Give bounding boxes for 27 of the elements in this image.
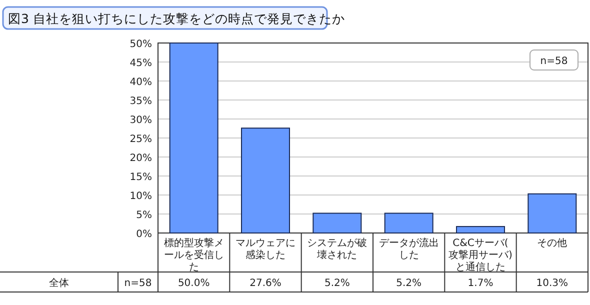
text: n=58 xyxy=(124,278,152,289)
y-tick-label: 45% xyxy=(130,58,152,69)
x-tick-label: システムが破壊された xyxy=(307,237,368,261)
x-tick-label: C&Cサーバ(攻撃用サーバ)と通信した xyxy=(448,238,513,273)
y-tick-label: 10% xyxy=(130,191,152,202)
y-tick-label: 50% xyxy=(130,39,152,50)
y-tick-label: 40% xyxy=(130,77,152,88)
annotation: n=58 xyxy=(540,56,568,67)
y-tick-label: 20% xyxy=(130,153,152,164)
y-tick-label: 25% xyxy=(130,134,152,145)
chart-title: 図3 自社を狙い打ちにした攻撃をどの時点で発見できたか xyxy=(8,11,345,26)
data-label: 10.3% xyxy=(536,278,568,289)
y-tick-label: 35% xyxy=(130,96,152,107)
x-tick-label: データが流出した xyxy=(378,237,439,261)
data-label: 5.2% xyxy=(396,278,422,289)
data-label: 1.7% xyxy=(468,278,494,289)
x-tick-label: 標的型攻撃メールを受信した xyxy=(164,237,224,273)
data-label: 27.6% xyxy=(250,278,282,289)
y-tick-label: 5% xyxy=(136,210,152,221)
y-tick-label: 0% xyxy=(136,229,152,240)
text: 全体 xyxy=(49,277,69,289)
x-tick-label: マルウェアに感染した xyxy=(236,238,296,261)
y-tick-label: 15% xyxy=(130,172,152,183)
data-label: 5.2% xyxy=(324,278,350,289)
y-tick-label: 30% xyxy=(130,115,152,126)
data-label: 50.0% xyxy=(178,278,210,289)
x-tick-label: その他 xyxy=(537,237,568,249)
